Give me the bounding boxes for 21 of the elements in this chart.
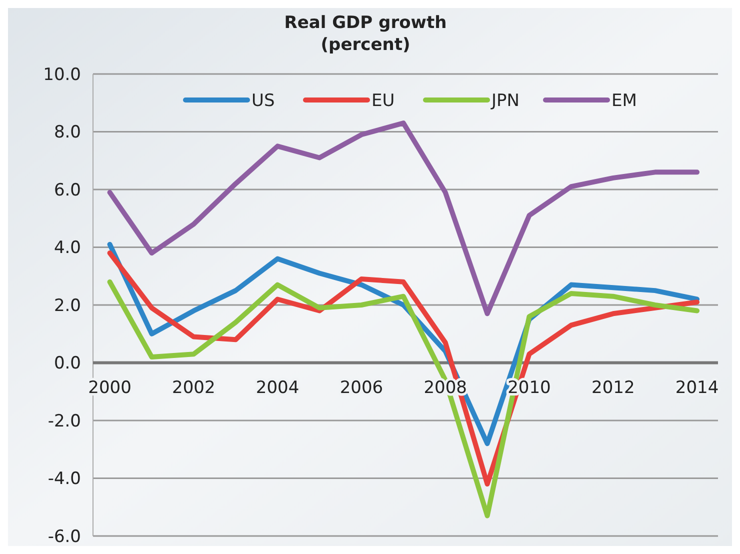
y-tick-label: 10.0	[43, 64, 81, 85]
legend-label: EM	[612, 90, 637, 111]
y-tick-label: -2.0	[48, 411, 81, 432]
y-tick-label: 2.0	[54, 296, 81, 316]
legend-label: EU	[372, 90, 395, 111]
y-tick-label: -4.0	[48, 469, 81, 490]
legend-label: US	[252, 90, 275, 111]
chart-subtitle: (percent)	[320, 35, 410, 55]
x-tick-label: 2000	[88, 378, 132, 398]
y-tick-label: 0.0	[54, 354, 81, 374]
x-tick-label: 2014	[675, 378, 719, 398]
y-tick-label: 4.0	[54, 238, 81, 258]
chart-title: Real GDP growth	[284, 13, 447, 33]
legend-label: JPN	[490, 90, 520, 111]
x-tick-label: 2004	[256, 378, 300, 398]
x-tick-label: 2012	[592, 378, 635, 398]
x-tick-label: 2006	[340, 378, 384, 398]
x-tick-label: 2002	[172, 378, 216, 398]
y-tick-label: 6.0	[54, 180, 81, 200]
y-tick-label: 8.0	[54, 122, 81, 143]
y-tick-label: -6.0	[48, 526, 81, 547]
